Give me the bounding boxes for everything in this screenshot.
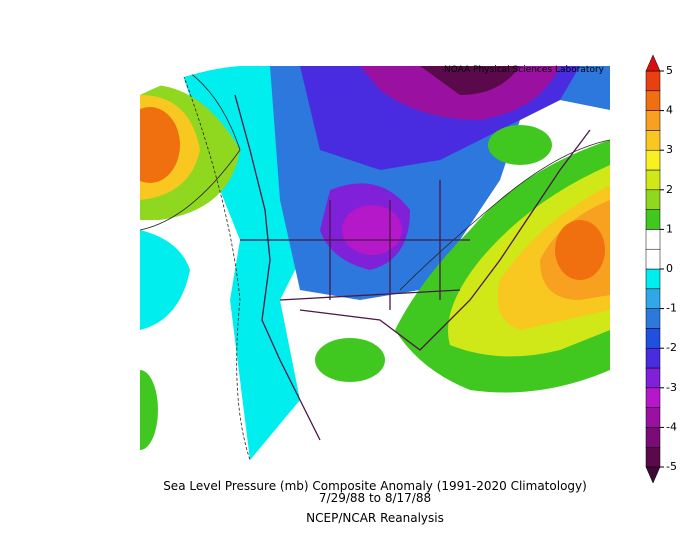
color-band: [645, 308, 661, 329]
color-band: [645, 70, 661, 92]
color-band: [645, 90, 661, 111]
colorbar: 5 4 3 2 1 0 -1 -2 -3 -4 -5: [645, 54, 677, 484]
color-band: [645, 248, 661, 270]
caption-line: 7/29/88 to 8/17/88: [319, 491, 431, 505]
tick-label: -5: [666, 460, 677, 473]
color-band: [645, 189, 661, 210]
tick-label: 4: [666, 104, 673, 117]
caption-line: Sea Level Pressure (mb) Composite Anomal…: [163, 479, 587, 493]
credit: NOAA Physical Sciences Laboratory: [444, 65, 605, 75]
tick-label: 2: [666, 183, 673, 196]
tick-label: 1: [666, 222, 673, 235]
color-band: [645, 446, 661, 468]
color-band: [645, 427, 661, 448]
caption-line: NCEP/NCAR Reanalysis: [306, 511, 444, 525]
tick-label: 5: [666, 64, 673, 77]
tick-label: -2: [666, 341, 677, 354]
map: NOAA Physical Sciences Laboratory: [140, 65, 610, 460]
color-band: [645, 268, 661, 290]
tick-label: 0: [666, 262, 673, 275]
under-arrow: [645, 466, 661, 484]
color-band: [645, 209, 661, 230]
tick-label: -3: [666, 381, 677, 394]
color-band: [645, 407, 661, 428]
tick-label: 3: [666, 143, 673, 156]
color-band: [645, 367, 661, 389]
color-band: [645, 288, 661, 309]
tick-label: -1: [666, 302, 677, 315]
color-band: [645, 347, 661, 369]
color-band: [645, 169, 661, 191]
color-band: [645, 110, 661, 131]
color-band: [645, 387, 661, 408]
tick-label: -4: [666, 420, 677, 433]
color-band: [645, 328, 661, 349]
color-band: [645, 149, 661, 171]
color-band: [645, 229, 661, 250]
over-arrow: [645, 54, 661, 72]
color-band: [645, 130, 661, 151]
